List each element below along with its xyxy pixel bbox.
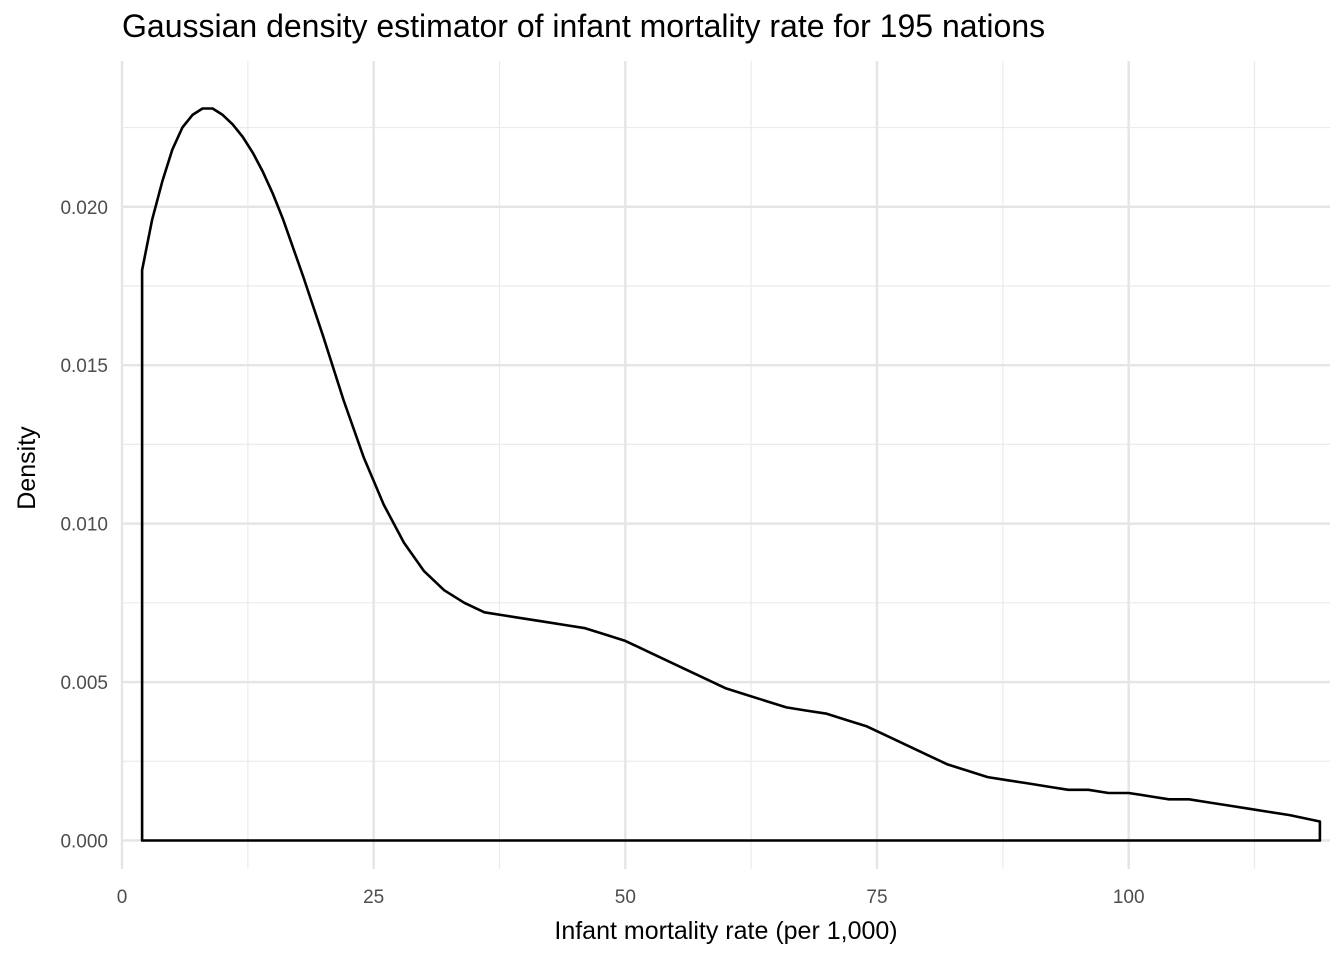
x-tick-label: 100 xyxy=(1113,887,1145,908)
y-axis-title: Density xyxy=(13,426,41,510)
major-gridlines xyxy=(120,61,1330,869)
x-axis-ticks: 0 25 50 75 100 xyxy=(117,887,1145,908)
x-tick-label: 0 xyxy=(117,887,128,908)
y-axis-ticks: 0.000 0.005 0.010 0.015 0.020 xyxy=(60,198,108,853)
y-tick-label: 0.020 xyxy=(60,198,108,219)
y-tick-label: 0.005 xyxy=(60,673,108,694)
minor-gridlines xyxy=(122,61,1330,869)
y-tick-label: 0.010 xyxy=(60,515,108,536)
y-tick-label: 0.015 xyxy=(60,356,108,377)
x-tick-label: 50 xyxy=(615,887,636,908)
y-tick-label: 0.000 xyxy=(60,831,108,852)
chart-title: Gaussian density estimator of infant mor… xyxy=(122,8,1046,44)
x-tick-label: 25 xyxy=(363,887,384,908)
x-tick-label: 75 xyxy=(866,887,887,908)
density-curve xyxy=(140,107,1322,842)
x-axis-title: Infant mortality rate (per 1,000) xyxy=(554,917,897,945)
density-curve-group xyxy=(140,107,1322,842)
